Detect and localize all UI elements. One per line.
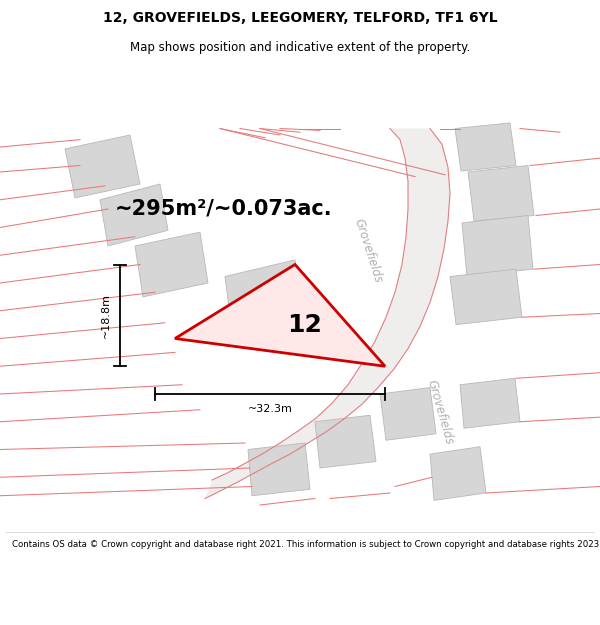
Polygon shape (468, 166, 534, 221)
Polygon shape (430, 447, 486, 501)
Text: Contains OS data © Crown copyright and database right 2021. This information is : Contains OS data © Crown copyright and d… (12, 540, 600, 549)
Polygon shape (380, 388, 436, 440)
Text: Map shows position and indicative extent of the property.: Map shows position and indicative extent… (130, 41, 470, 54)
Polygon shape (65, 135, 140, 198)
Polygon shape (248, 443, 310, 496)
Text: Grovefields: Grovefields (425, 379, 455, 446)
Polygon shape (450, 269, 522, 324)
Polygon shape (315, 415, 376, 468)
Polygon shape (135, 232, 208, 297)
Polygon shape (462, 216, 533, 276)
Text: 12: 12 (287, 312, 322, 337)
Text: ~18.8m: ~18.8m (101, 293, 111, 338)
Text: 12, GROVEFIELDS, LEEGOMERY, TELFORD, TF1 6YL: 12, GROVEFIELDS, LEEGOMERY, TELFORD, TF1… (103, 11, 497, 26)
PathPatch shape (205, 129, 450, 499)
Polygon shape (175, 264, 385, 366)
Text: Grovefields: Grovefields (352, 217, 385, 284)
Polygon shape (455, 123, 516, 171)
Text: ~32.3m: ~32.3m (248, 404, 292, 414)
Text: ~295m²/~0.073ac.: ~295m²/~0.073ac. (115, 199, 332, 219)
Polygon shape (100, 184, 168, 246)
Polygon shape (460, 378, 520, 428)
Polygon shape (225, 260, 302, 330)
